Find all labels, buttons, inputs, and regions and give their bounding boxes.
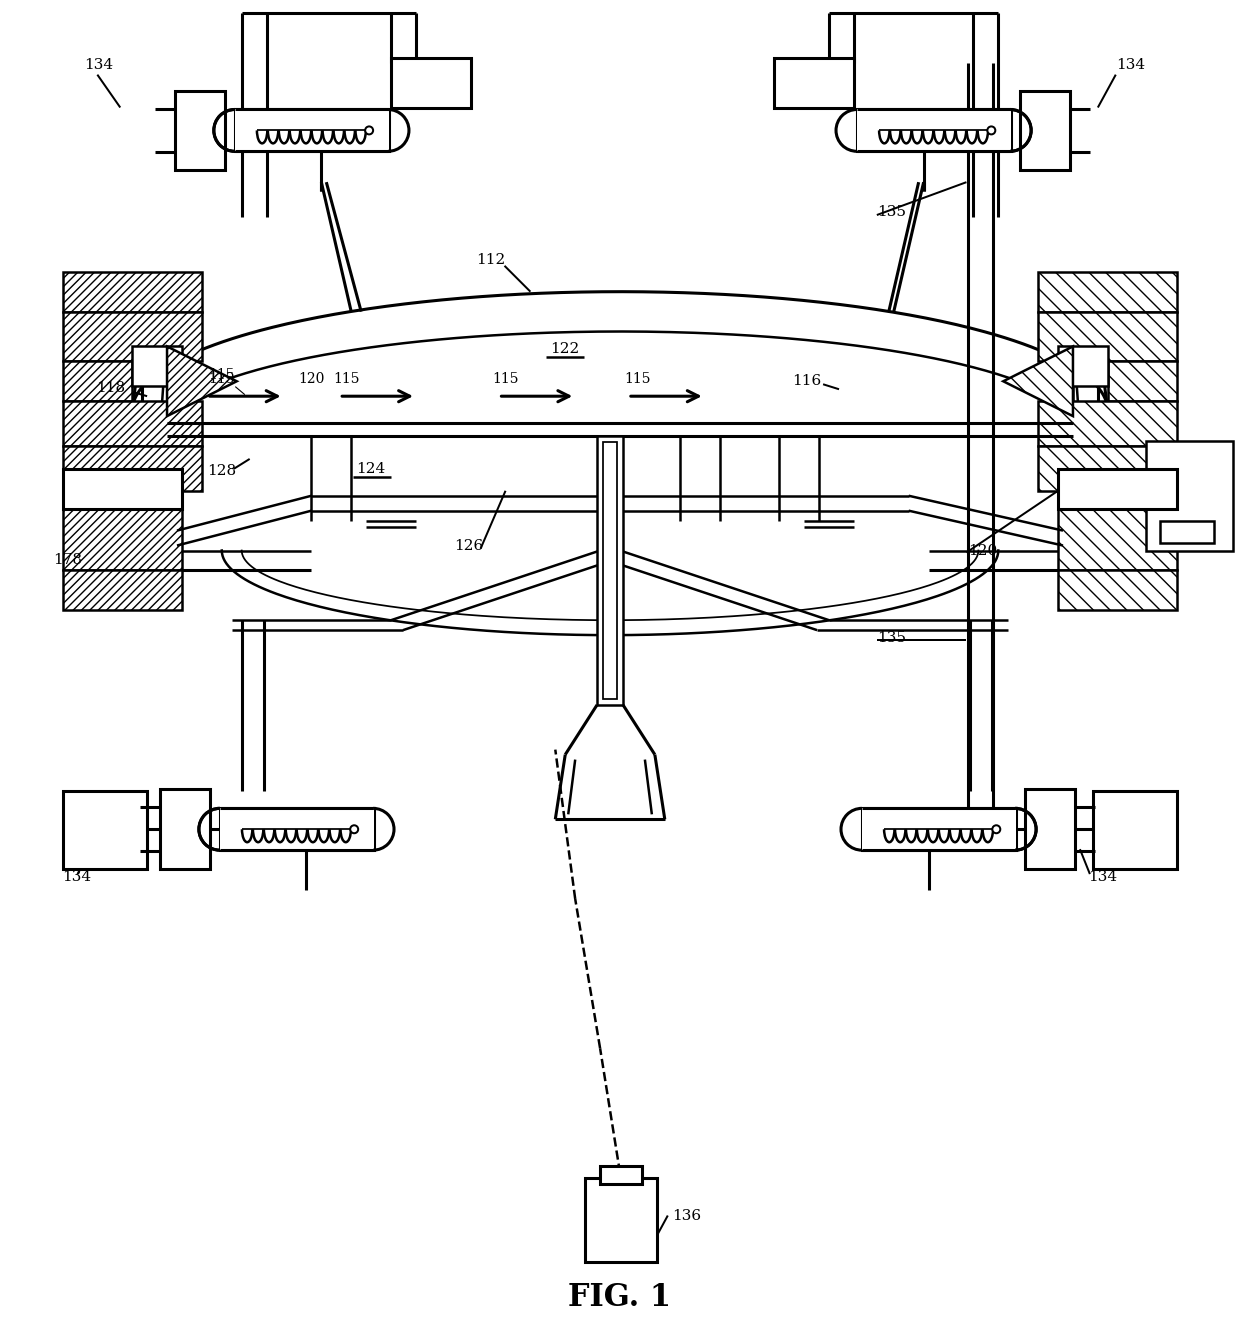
Polygon shape [62, 401, 202, 447]
Circle shape [992, 825, 1001, 833]
Bar [1058, 469, 1178, 509]
Bar [598, 436, 622, 704]
Polygon shape [62, 570, 182, 610]
Text: 128: 128 [207, 464, 237, 478]
Polygon shape [1038, 447, 1178, 490]
Text: 178: 178 [53, 553, 82, 567]
Bar [234, 109, 389, 152]
Text: 135: 135 [877, 205, 906, 219]
Bar [62, 792, 148, 869]
Bar [219, 808, 374, 851]
Text: 134: 134 [62, 870, 92, 884]
Text: 120: 120 [298, 372, 325, 387]
Text: 134: 134 [84, 57, 114, 72]
Bar [600, 1166, 642, 1184]
Polygon shape [1038, 401, 1178, 447]
Bar [1025, 789, 1075, 869]
Polygon shape [62, 311, 202, 361]
Text: 136: 136 [672, 1208, 701, 1223]
Circle shape [350, 825, 358, 833]
Circle shape [987, 126, 996, 134]
Text: 115: 115 [208, 368, 244, 395]
Bar [62, 469, 182, 509]
Bar [862, 808, 1017, 851]
Bar [133, 347, 182, 387]
Bar [219, 808, 374, 851]
Text: 112: 112 [476, 253, 505, 267]
Bar [585, 1177, 657, 1263]
Bar [862, 808, 1017, 851]
Bar [175, 90, 224, 170]
Text: 118: 118 [95, 381, 125, 395]
Polygon shape [62, 509, 182, 570]
Text: 115: 115 [334, 372, 360, 387]
Text: 115: 115 [492, 372, 518, 387]
Text: 120: 120 [968, 544, 998, 557]
Polygon shape [62, 271, 202, 311]
Text: 115: 115 [208, 372, 236, 387]
Bar [160, 789, 210, 869]
Bar [1146, 441, 1234, 550]
Bar [1159, 521, 1214, 542]
Polygon shape [1107, 361, 1178, 401]
Polygon shape [62, 447, 202, 490]
Polygon shape [1038, 271, 1178, 311]
Text: 115: 115 [625, 372, 651, 387]
Text: 134: 134 [1116, 57, 1145, 72]
Polygon shape [1058, 509, 1178, 570]
Bar [857, 109, 1012, 152]
Text: FIG. 1: FIG. 1 [568, 1281, 672, 1313]
Text: 116: 116 [792, 375, 822, 388]
Bar [1058, 347, 1107, 387]
Circle shape [365, 126, 373, 134]
Polygon shape [1058, 570, 1178, 610]
Polygon shape [62, 361, 133, 401]
Text: 135: 135 [877, 631, 906, 645]
Text: 122: 122 [551, 343, 580, 356]
Bar [1092, 792, 1178, 869]
Polygon shape [1038, 311, 1178, 361]
Text: 124: 124 [356, 462, 386, 476]
Bar [234, 109, 389, 152]
Bar [603, 443, 618, 699]
Text: 134: 134 [1087, 870, 1117, 884]
Polygon shape [167, 347, 237, 416]
Bar [774, 57, 854, 108]
Bar [1021, 90, 1070, 170]
Text: 126: 126 [454, 538, 484, 553]
Bar [857, 109, 1012, 152]
Bar [391, 57, 471, 108]
Polygon shape [1003, 347, 1073, 416]
